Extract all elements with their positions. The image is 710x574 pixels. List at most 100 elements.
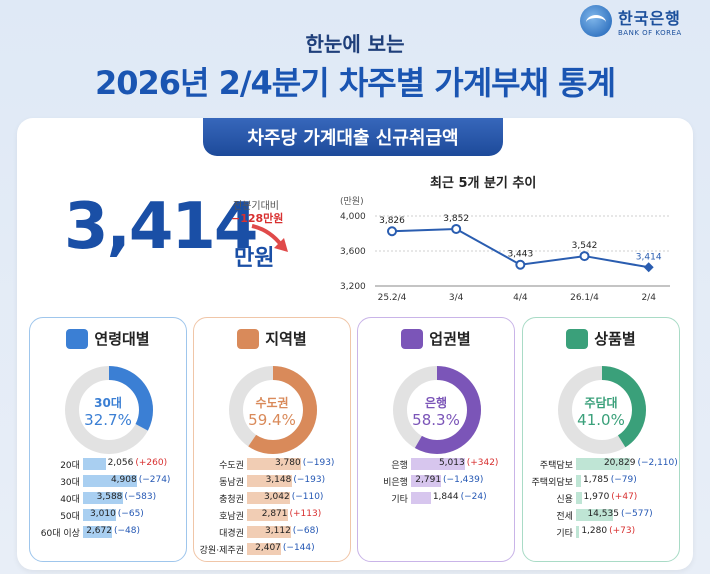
row-bar (247, 509, 288, 521)
row-amount: 5,013 (438, 458, 465, 468)
row-amount: 4,908 (110, 475, 137, 485)
donut-label: 수도권 (255, 396, 289, 410)
row-change: (−110) (291, 492, 324, 502)
y-tick-label: 4,000 (340, 212, 366, 222)
breakdown-row: 비은행 2,791 (−1,439) (358, 473, 514, 490)
breakdown-row: 신용 1,970 (+47) (523, 490, 679, 507)
donut-label: 30대 (94, 396, 122, 410)
breakdown-row: 강원·제주권 2,407 (−144) (194, 541, 350, 558)
row-value: 3,112 (−68) (265, 526, 319, 536)
donut-value: 59.4% (248, 411, 296, 429)
row-amount: 2,672 (86, 526, 112, 536)
breakdown-row: 40대 3,588 (−583) (30, 490, 186, 507)
breakdown-row: 30대 4,908 (−274) (30, 473, 186, 490)
row-bar (83, 475, 137, 487)
x-tick-label: 2/4 (641, 293, 656, 303)
row-bar (411, 458, 465, 470)
row-label: 기타 (556, 529, 573, 539)
breakdown-list: 은행 5,013 (+342) 비은행 2,791 (−1,439) 기타 1,844 (−24… (358, 456, 514, 507)
row-bar (83, 526, 113, 538)
trend-point (643, 262, 654, 273)
x-tick-label: 25.2/4 (378, 293, 407, 303)
row-label: 40대 (60, 495, 80, 505)
trend-point (387, 226, 397, 237)
row-bar (576, 475, 581, 487)
breakdown-row: 주택담보 20,829 (−2,110) (523, 456, 679, 473)
row-change: (−1,439) (443, 475, 484, 485)
row-label: 강원·제주권 (199, 546, 244, 556)
row-change: (−79) (610, 475, 637, 485)
row-value: 2,791 (−1,439) (415, 475, 483, 485)
breakdown-row: 주택외담보 1,785 (−79) (523, 473, 679, 490)
row-change: (−193) (293, 475, 326, 485)
row-change: (−144) (282, 543, 315, 553)
donut-caption: 수도권 59.4% (194, 394, 350, 429)
logo-korean-name: 한국은행 (618, 9, 681, 28)
donut-caption: 은행 58.3% (358, 394, 514, 429)
category-card: 연령대별 30대 32.7% 20대 2,056 (+260) 30대 4,908 (−274)… (29, 317, 187, 562)
row-change: (−65) (117, 509, 144, 519)
breakdown-row: 수도권 3,780 (−193) (194, 456, 350, 473)
breakdown-list: 수도권 3,780 (−193) 동남권 3,148 (−193) 충청권 3,042 (−11… (194, 456, 350, 558)
row-change: (−193) (302, 458, 335, 468)
row-value: 3,148 (−193) (266, 475, 326, 485)
page-title: 2026년 2/4분기 차주별 가계부채 통계 (94, 64, 616, 102)
donut-caption: 주담대 41.0% (523, 394, 679, 429)
row-amount: 3,148 (265, 475, 292, 485)
row-change: (+113) (289, 509, 322, 519)
row-change: (+47) (611, 492, 638, 502)
row-value: 3,042 (−110) (264, 492, 324, 502)
row-value: 14,535 (−577) (587, 509, 652, 519)
breakdown-row: 동남권 3,148 (−193) (194, 473, 350, 490)
category-card: 지역별 수도권 59.4% 수도권 3,780 (−193) 동남권 3,148 (−193) 충… (193, 317, 351, 562)
trend-value-label: 3,542 (572, 241, 598, 251)
row-amount: 3,042 (263, 492, 290, 502)
row-label: 수도권 (219, 461, 244, 471)
row-change: (−48) (113, 526, 140, 536)
row-value: 3,588 (−583) (97, 492, 157, 502)
donut-value: 41.0% (577, 411, 625, 429)
row-amount: 3,010 (90, 509, 116, 519)
row-bar (576, 526, 580, 538)
row-value: 1,844 (−24) (433, 492, 487, 502)
bank-of-korea-logo: 한국은행 BANK OF KOREA (580, 5, 682, 37)
trend-value-label: 3,826 (379, 216, 405, 226)
row-bar (411, 475, 442, 487)
x-tick-label: 3/4 (449, 293, 464, 303)
breakdown-row: 은행 5,013 (+342) (358, 456, 514, 473)
product-card-icon (566, 328, 589, 349)
row-amount: 1,280 (581, 526, 608, 536)
map-pin-icon (237, 328, 260, 349)
x-tick-label: 4/4 (513, 293, 528, 303)
row-label: 전세 (556, 512, 573, 522)
row-bar (83, 492, 123, 504)
row-value: 1,785 (−79) (583, 475, 637, 485)
card-title: 연령대별 (94, 330, 150, 348)
row-change: (−583) (124, 492, 157, 502)
card-title: 업권별 (429, 330, 471, 348)
donut-value: 32.7% (84, 411, 132, 429)
row-label: 비은행 (383, 478, 408, 488)
row-value: 1,970 (+47) (584, 492, 638, 502)
x-tick-label: 26.1/4 (570, 293, 599, 303)
breakdown-row: 기타 1,280 (+73) (523, 524, 679, 541)
row-bar (411, 492, 431, 504)
row-value: 1,280 (+73) (581, 526, 635, 536)
breakdown-list: 주택담보 20,829 (−2,110) 주택외담보 1,785 (−79) 신용 1,970… (523, 456, 679, 541)
average-loan-unit: 만원 (234, 246, 275, 271)
row-amount: 1,844 (432, 492, 459, 502)
row-label: 기타 (391, 495, 408, 505)
y-axis-unit: (만원) (340, 196, 364, 207)
row-change: (−2,110) (637, 458, 678, 468)
row-value: 2,672 (−48) (86, 526, 140, 536)
card-title: 상품별 (594, 330, 636, 348)
donut-value: 58.3% (412, 411, 460, 429)
row-bar (83, 509, 117, 521)
breakdown-row: 호남권 2,871 (+113) (194, 507, 350, 524)
change-label: 전분기대비 (233, 201, 279, 212)
row-amount: 2,791 (415, 475, 442, 485)
y-tick-label: 3,200 (340, 282, 366, 292)
row-bar (247, 543, 282, 555)
section-tab: 차주당 가계대출 신규취급액 (203, 118, 503, 156)
